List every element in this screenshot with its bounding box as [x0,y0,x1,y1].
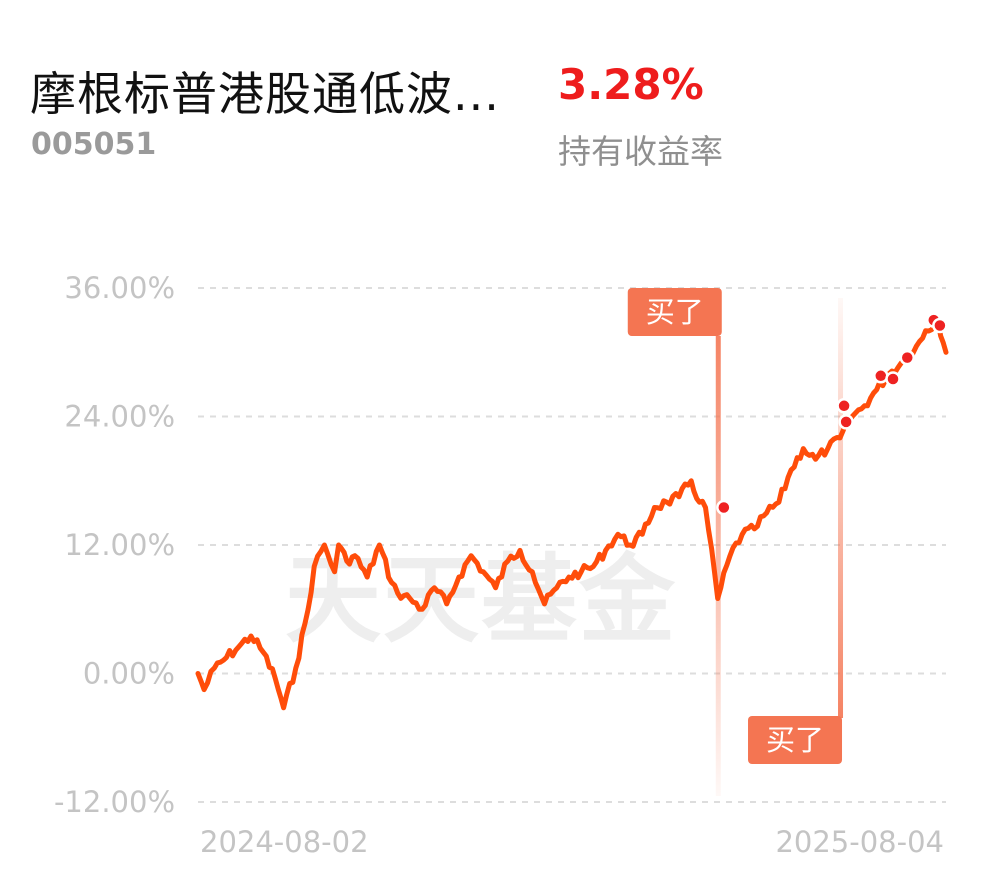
buy-marker: 买了 [627,288,722,796]
y-tick-label: 36.00% [64,271,175,305]
trade-point [716,499,732,516]
fund-name[interactable]: 摩根标普港股通低波... [30,67,500,121]
x-tick-label: 2024-08-02 [200,825,369,859]
series-line [195,317,949,711]
watermark: 天天基金 [285,544,677,656]
y-tick-label: 0.00% [83,657,175,691]
buy-tag-label: 买了 [646,295,704,329]
y-tick-label: -12.00% [54,785,175,819]
holding-return-label: 持有收益率 [558,132,723,171]
x-axis-ticks: 2024-08-02 2025-08-04 [200,825,944,859]
buy-marker-line [838,298,844,718]
trade-point [873,368,889,384]
buy-tag [748,716,843,764]
buy-marker-line [715,336,721,796]
x-tick-label: 2025-08-04 [775,825,944,859]
buy-tag [627,288,722,336]
trade-point [838,414,854,430]
y-tick-label: 12.00% [64,528,175,562]
buy-marker: 买了 [748,298,844,764]
y-tick-label: 24.00% [64,400,175,434]
trade-point [836,398,852,414]
fund-code: 005051 [31,127,157,162]
trade-point [932,317,948,334]
y-axis-ticks: 36.00% 24.00% 12.00% 0.00% -12.00% [54,271,175,819]
trade-point [899,349,916,366]
buy-tag-label: 买了 [766,723,824,757]
fund-header: 摩根标普港股通低波... 005051 3.28% 持有收益率 [0,0,990,190]
trade-points [716,312,948,516]
holding-return-value: 3.28% [558,60,704,109]
trade-point [885,371,901,387]
return-series [195,317,949,711]
